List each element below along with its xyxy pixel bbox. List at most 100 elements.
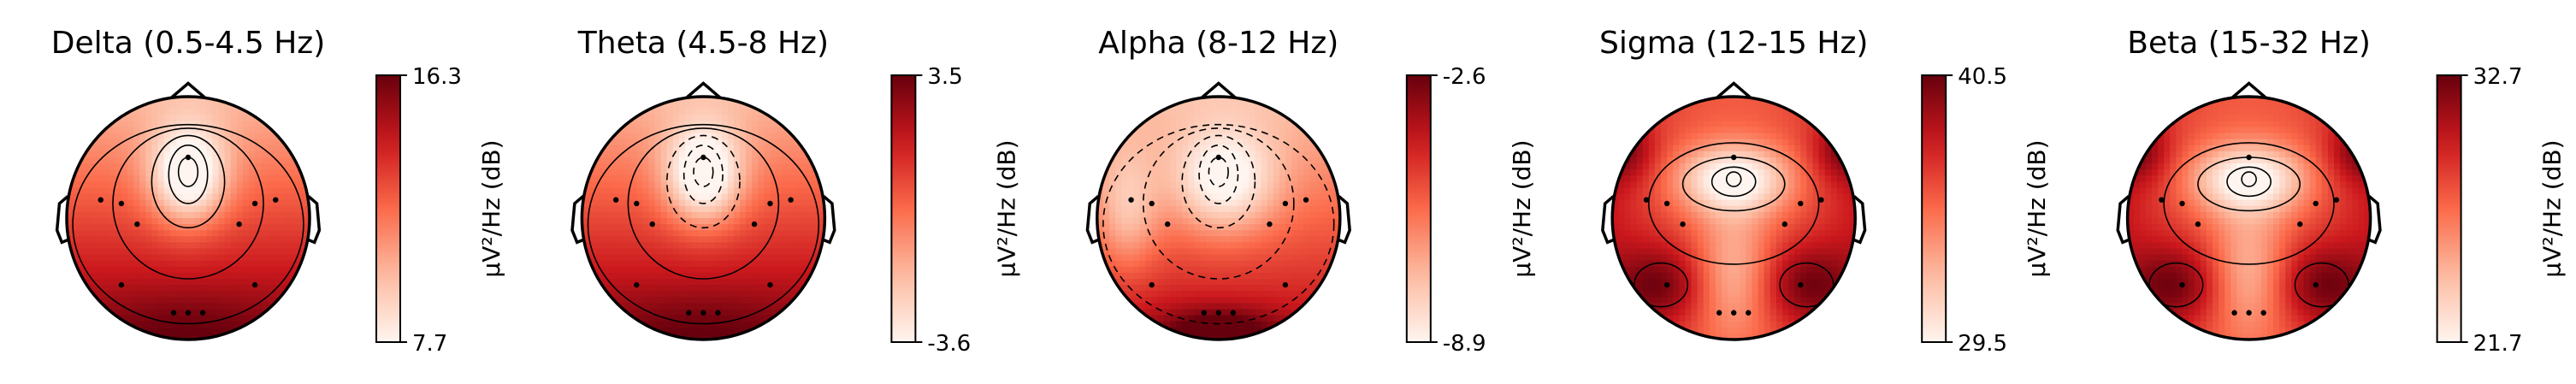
heatmap-cell	[188, 97, 195, 103]
sensor-marker	[1282, 281, 1289, 288]
heatmap-cell	[1824, 169, 1832, 176]
heatmap-cell	[721, 242, 729, 250]
heatmap-cell	[1145, 224, 1153, 231]
heatmap-cell	[660, 285, 668, 292]
heatmap-cell	[1163, 121, 1171, 128]
heatmap-cell	[139, 291, 146, 298]
heatmap-cell	[806, 248, 813, 256]
heatmap-cell	[97, 151, 104, 158]
heatmap-cell	[672, 297, 680, 304]
heatmap-cell	[1133, 127, 1141, 134]
heatmap-cell	[648, 163, 656, 170]
heatmap-cell	[188, 236, 195, 243]
heatmap-cell	[746, 242, 753, 250]
heatmap-cell	[1303, 279, 1310, 286]
heatmap-cell	[1127, 157, 1134, 164]
heatmap-cell	[157, 260, 165, 268]
heatmap-cell	[1812, 230, 1820, 237]
heatmap-cell	[145, 272, 152, 280]
heatmap-cell	[121, 303, 128, 310]
heatmap-cell	[1321, 163, 1329, 170]
heatmap-cell	[206, 242, 213, 250]
heatmap-cell	[758, 272, 765, 280]
sensor-marker	[1149, 281, 1155, 288]
heatmap-cell	[1115, 193, 1122, 201]
heatmap-cell	[1788, 139, 1795, 146]
heatmap-cell	[279, 205, 287, 213]
heatmap-cell	[1794, 187, 1801, 195]
heatmap-cell	[1182, 151, 1189, 158]
heatmap-cell	[1163, 236, 1171, 243]
heatmap-cell	[685, 327, 692, 334]
heatmap-cell	[151, 181, 159, 189]
heatmap-cell	[733, 291, 741, 298]
heatmap-cell	[121, 224, 128, 231]
heatmap-cell	[218, 199, 226, 207]
heatmap-cell	[1782, 157, 1789, 164]
heatmap-cell	[642, 127, 650, 134]
heatmap-cell	[188, 151, 195, 158]
heatmap-cell	[1758, 175, 1765, 182]
heatmap-cell	[255, 272, 262, 280]
heatmap-cell	[1237, 309, 1244, 316]
heatmap-cell	[188, 297, 195, 304]
heatmap-cell	[1297, 163, 1304, 170]
heatmap-cell	[169, 193, 177, 201]
heatmap-cell	[660, 230, 668, 237]
heatmap-cell	[1722, 224, 1728, 231]
heatmap-cell	[1176, 303, 1183, 310]
heatmap-cell	[85, 279, 92, 286]
heatmap-cell	[691, 151, 698, 158]
heatmap-cell	[794, 242, 801, 250]
heatmap-cell	[1654, 145, 1662, 152]
heatmap-cell	[1703, 193, 1710, 201]
heatmap-cell	[1703, 139, 1710, 146]
heatmap-cell	[1261, 303, 1268, 310]
heatmap-cell	[1794, 133, 1801, 140]
heatmap-cell	[1824, 218, 1832, 225]
heatmap-cell	[740, 303, 747, 310]
heatmap-cell	[1231, 291, 1238, 298]
heatmap-cell	[1224, 254, 1232, 262]
heatmap-cell	[1249, 145, 1256, 152]
heatmap-cell	[1218, 327, 1226, 334]
heatmap-cell	[806, 199, 813, 207]
heatmap-cell	[1770, 187, 1777, 195]
heatmap-cell	[1170, 315, 1177, 322]
heatmap-cell	[1624, 187, 1632, 195]
heatmap-cell	[697, 103, 704, 109]
heatmap-cell	[1255, 236, 1262, 243]
heatmap-cell	[600, 236, 607, 243]
heatmap-cell	[709, 97, 717, 103]
heatmap-cell	[194, 224, 201, 231]
heatmap-cell	[151, 309, 159, 316]
heatmap-cell	[1788, 193, 1795, 201]
heatmap-cell	[273, 205, 281, 213]
heatmap-cell	[1782, 175, 1789, 182]
heatmap-cell	[672, 315, 680, 322]
heatmap-cell	[1788, 205, 1795, 213]
heatmap-cell	[709, 115, 717, 121]
heatmap-cell	[103, 187, 110, 195]
heatmap-cell	[1273, 169, 1280, 176]
heatmap-cell	[1176, 285, 1183, 292]
heatmap-cell	[1279, 266, 1286, 274]
heatmap-cell	[67, 199, 74, 207]
heatmap-cell	[1722, 187, 1728, 195]
heatmap-cell	[1285, 236, 1292, 243]
heatmap-cell	[600, 272, 607, 280]
heatmap-cell	[1115, 163, 1122, 170]
heatmap-cell	[1764, 211, 1771, 219]
heatmap-cell	[1188, 260, 1195, 268]
heatmap-cell	[697, 139, 704, 146]
heatmap-cell	[255, 187, 262, 195]
heatmap-cell	[1176, 121, 1183, 128]
heatmap-cell	[1109, 205, 1116, 213]
heatmap-cell	[1127, 242, 1134, 250]
heatmap-cell	[1151, 187, 1159, 195]
heatmap-cell	[733, 145, 741, 152]
heatmap-cell	[697, 260, 704, 268]
heatmap-cell	[758, 181, 765, 189]
heatmap-cell	[1279, 272, 1286, 280]
heatmap-cell	[1139, 297, 1147, 304]
